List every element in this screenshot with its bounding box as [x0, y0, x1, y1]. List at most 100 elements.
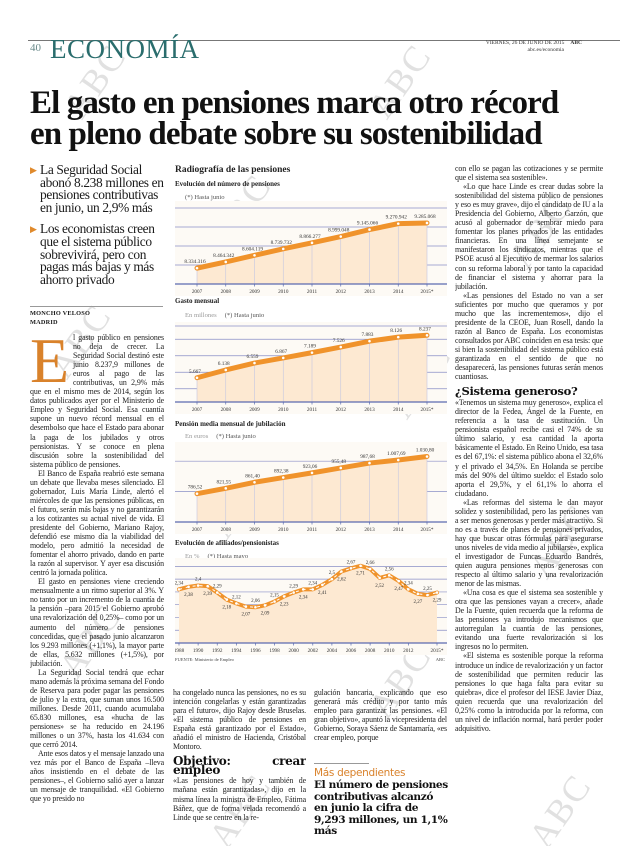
data-label: 2,38 [184, 593, 193, 598]
source-text: FUENTE: Ministerio de Empleo [175, 657, 234, 662]
x-tick-label: 2008 [221, 289, 232, 295]
x-tick-label: 2007 [192, 407, 203, 413]
data-point [253, 361, 256, 365]
data-point [301, 588, 305, 591]
triangle-bullet-icon: ▶ [30, 165, 37, 175]
note-text: (*) Hasta junio [224, 312, 265, 319]
data-label: 2,4 [195, 578, 202, 583]
data-label: 1.030,80 [416, 448, 435, 454]
summary-bullet: ▶ La Seguridad Social abonó 8.238 millone… [30, 162, 168, 215]
data-label: 8.126 [390, 328, 402, 334]
data-label: 6.867 [275, 349, 287, 355]
data-point [263, 604, 267, 607]
data-label: 2,71 [356, 572, 365, 577]
author: MONCHO VELOSO [30, 310, 91, 317]
x-tick-label: 2011 [307, 289, 318, 295]
graphic-credit: ABC [435, 657, 445, 662]
data-label: 9.285.068 [414, 214, 436, 220]
series-line [177, 563, 439, 610]
source-note: ABC FUENTE: Ministerio de Empleo [175, 657, 447, 662]
paragraph: con ello se pagan las cotizaciones y se … [455, 164, 603, 183]
x-tick-label: 2010 [278, 527, 289, 533]
summary-bullet: ▶ Los economistas creen que el sistema pú… [30, 222, 168, 286]
x-tick-label: 2008 [221, 407, 232, 413]
kicker-rule [314, 763, 369, 764]
data-label: 955,48 [331, 459, 346, 465]
data-point [349, 567, 353, 570]
data-point [340, 570, 343, 573]
data-point [396, 458, 400, 462]
x-tick-label: 2012 [336, 527, 347, 533]
bullet-text: La Seguridad Social abonó 8.238 millones… [40, 162, 164, 215]
article-column-3: gulación bancaria, explicando que eso ge… [314, 688, 447, 758]
data-point [224, 487, 228, 490]
chart-title: Gasto mensual [175, 297, 220, 305]
chart-note: En euros (*) Hasta junio [185, 433, 256, 440]
x-tick-label: 2012 [403, 648, 414, 654]
note-text: (*) Hasta junio [185, 194, 225, 201]
data-label: 7.526 [333, 338, 345, 344]
chart-note: (*) Hasta junio [185, 194, 225, 201]
headline: El gasto en pensiones marca otro récord … [30, 87, 559, 152]
area-fill [179, 565, 437, 643]
data-point [378, 576, 381, 580]
data-label: 786,52 [188, 485, 203, 491]
paragraph: «Una cosa es que el sistema sea sostenib… [455, 588, 603, 652]
chart-title: Pensión media mensual de jubilación [175, 420, 286, 428]
x-tick-label: 1990 [193, 648, 204, 654]
x-tick-label: 2015* [421, 407, 434, 413]
data-point [368, 461, 371, 465]
x-tick-label: 2009 [249, 527, 260, 533]
dateline: VIERNES, 26 DE JUNIO DE 2015 ABC abc.es/e… [440, 40, 582, 54]
data-label: 2,15 [270, 594, 279, 599]
x-tick-label: 2013 [364, 407, 375, 413]
data-point [310, 351, 314, 354]
headline-line: en pleno debate sobre su sostenibilidad [30, 116, 543, 152]
paragraph: El gasto en pensiones viene creciendo me… [30, 577, 164, 668]
kicker: Más dependientes [314, 767, 406, 779]
data-label: 821,55 [216, 479, 231, 485]
data-label: 8.604.119 [242, 246, 263, 252]
data-point [435, 591, 439, 594]
data-label: 2,29 [433, 599, 442, 604]
x-tick-label: 2015* [421, 527, 434, 533]
data-point [321, 583, 324, 587]
data-point [425, 334, 429, 337]
paragraph: El Banco de España reabrió este semana u… [30, 468, 164, 578]
x-tick-label: 2006 [346, 648, 357, 654]
data-point [368, 228, 371, 231]
drop-cap: E [30, 333, 69, 396]
paragraph: «Las pensiones de hoy y también de mañan… [173, 776, 306, 822]
header-rule [28, 40, 620, 41]
article-column-1: E l gasto público en pensiones no deja d… [30, 333, 164, 808]
x-tick-label: 2002 [308, 648, 319, 654]
data-point [225, 598, 229, 601]
page-number: 40 [30, 42, 41, 54]
web-link[interactable]: abc.es/economia [527, 47, 565, 53]
data-label: 8.866.277 [299, 234, 321, 240]
x-tick-label: 2007 [192, 527, 203, 533]
chart-note: En millones (*) Hasta junio [185, 312, 264, 319]
data-label: 2,47 [394, 587, 403, 592]
data-point [215, 591, 219, 594]
x-tick-label: 2012 [336, 289, 347, 295]
data-point [195, 266, 199, 270]
x-tick-label: 2010 [384, 648, 395, 654]
x-tick-label: 2014 [393, 407, 404, 413]
paragraph: «Tenemos un sistema muy generoso», expli… [455, 398, 603, 498]
data-point [187, 585, 190, 589]
data-point [397, 579, 401, 583]
data-label: 892,38 [274, 469, 289, 475]
data-label: 9.145.066 [357, 221, 379, 227]
data-point [281, 476, 285, 479]
chart-pension-count: 8.334.316 8.464.342 8.604.119 8.739.732 8.86… [175, 201, 447, 296]
paragraph: «Las pensiones del Estado no van a ser s… [455, 290, 603, 382]
data-point [416, 592, 420, 596]
paragraph: «Las reformas del sistema le dan mayor s… [455, 497, 603, 589]
x-tick-label: 2007 [192, 289, 203, 295]
paragraph: Ante esos datos y el mensaje lanzado una… [30, 749, 164, 804]
x-tick-label: 2009 [249, 407, 260, 413]
data-point [396, 222, 400, 225]
x-tick-label: 1994 [231, 648, 242, 654]
data-label: 8.464.342 [213, 253, 235, 259]
